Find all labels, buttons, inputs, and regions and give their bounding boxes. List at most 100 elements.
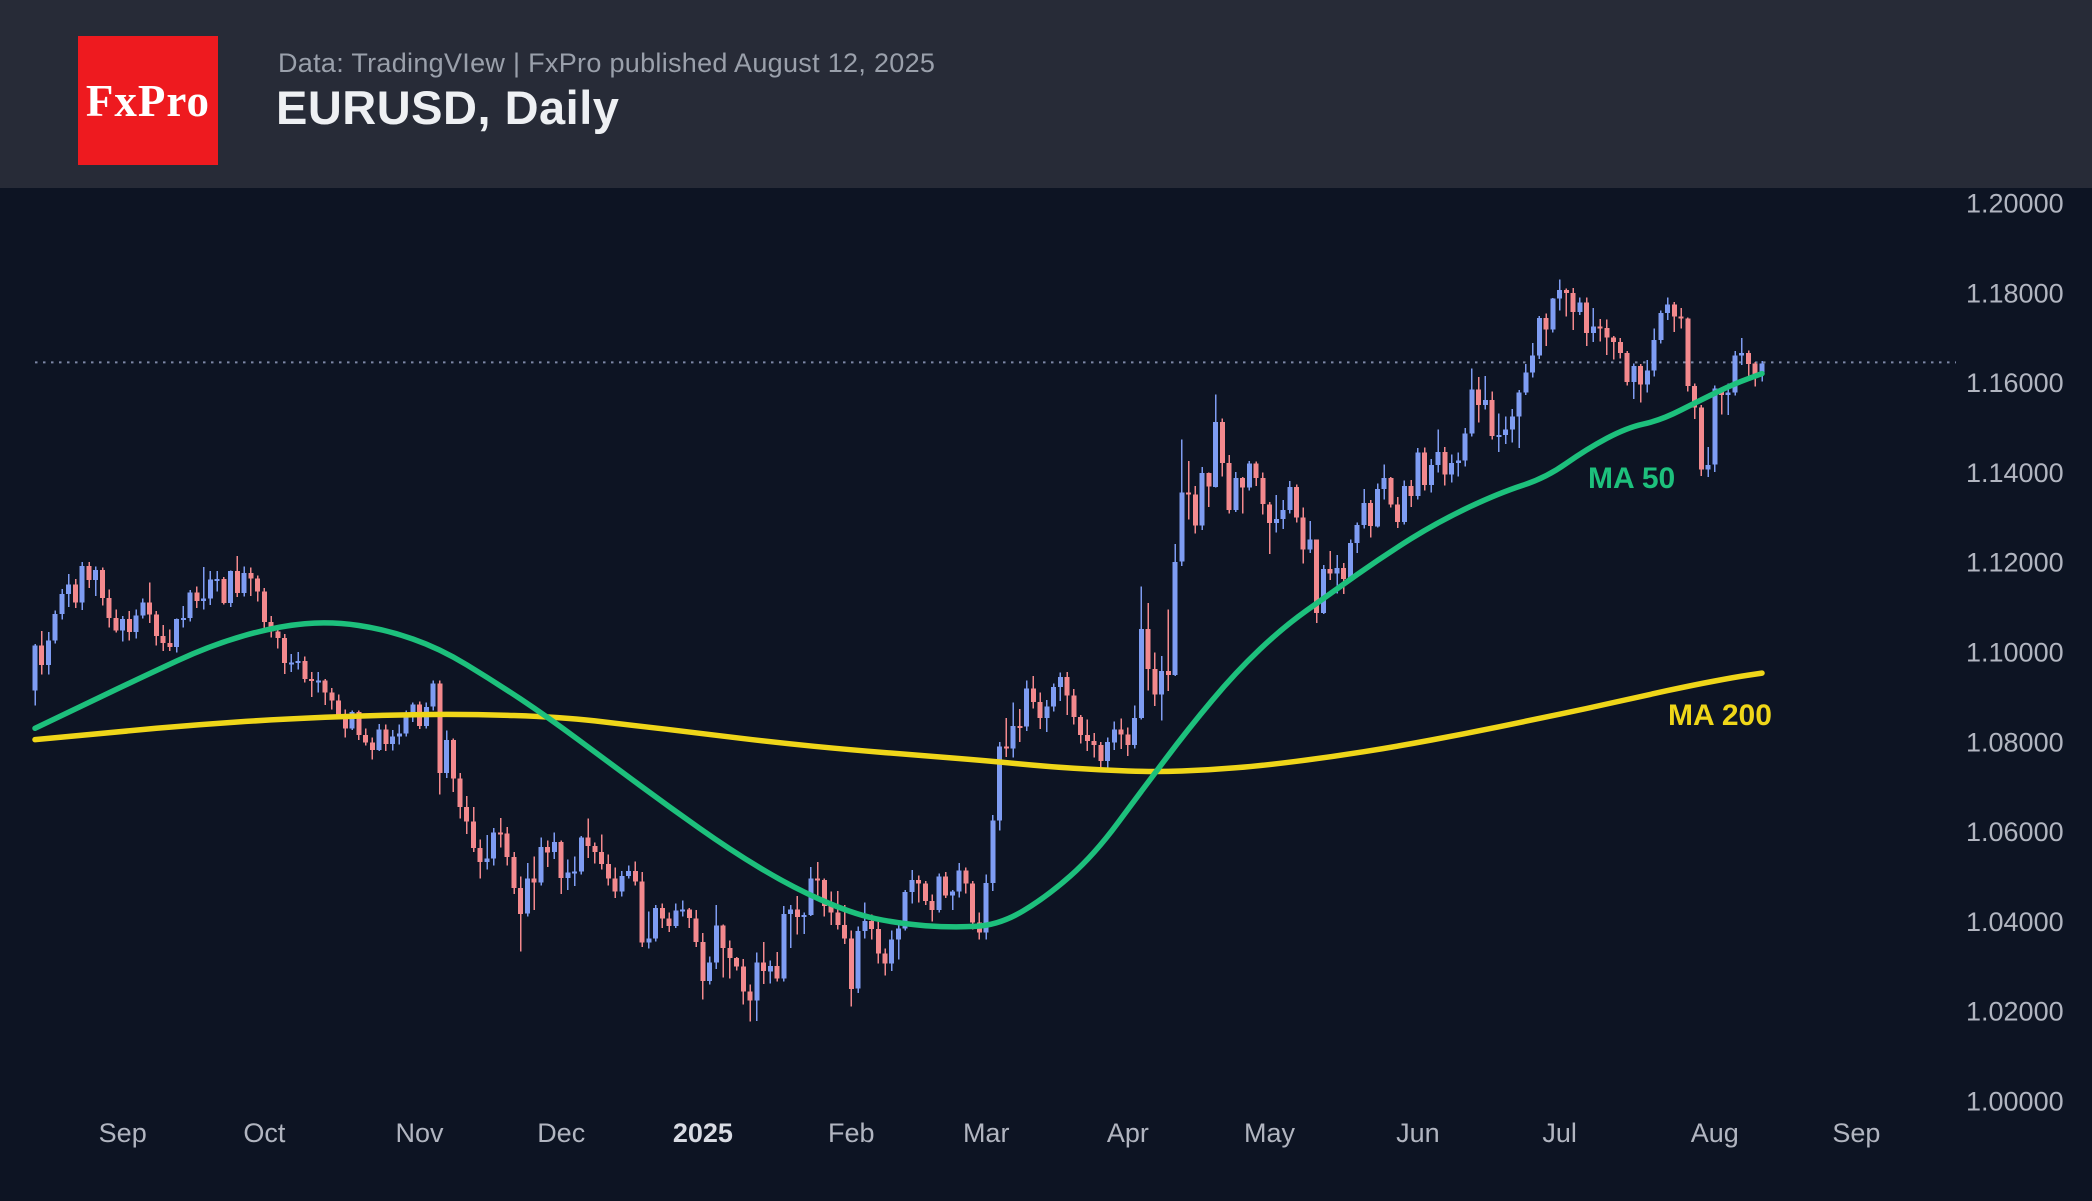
candle-up (46, 640, 51, 665)
candle-down (1030, 688, 1036, 702)
candle-up (1435, 452, 1441, 465)
candle-up (349, 712, 355, 729)
candle-up (1725, 392, 1731, 396)
candle-up (430, 683, 436, 707)
candle-up (1111, 729, 1117, 743)
candle-down (1098, 744, 1104, 762)
candle-up (1051, 687, 1057, 707)
candle-up (653, 907, 659, 939)
candle-up (396, 733, 402, 737)
candle-down (1186, 492, 1192, 495)
candle-down (1408, 485, 1414, 497)
candle-down (1678, 316, 1684, 319)
candle-up (93, 569, 99, 581)
candle-down (875, 929, 881, 954)
candle-up (572, 871, 578, 874)
candle-down (1570, 292, 1576, 313)
y-axis-label: 1.04000 (1966, 907, 2064, 937)
candle-down (153, 614, 159, 636)
x-axis-label: Dec (537, 1118, 585, 1148)
candle-up (133, 615, 139, 633)
candle-down (160, 635, 166, 643)
candle-down (1091, 740, 1097, 745)
candle-down (1692, 386, 1697, 408)
candle-up (315, 680, 321, 683)
candle-down (1300, 517, 1306, 550)
candle-down (727, 947, 733, 959)
candle-down (471, 821, 476, 849)
y-axis-label: 1.20000 (1966, 189, 2064, 219)
candle-down (1395, 504, 1401, 522)
candle-down (147, 602, 153, 615)
candle-up (1665, 304, 1670, 313)
candle-down (504, 833, 510, 858)
candle-up (1354, 524, 1360, 543)
candle-up (626, 871, 632, 876)
chart-area: MA 50 MA 200 1.20000 1.18000 1.16000 1.14000 1… (0, 188, 2092, 1196)
candle-up (1503, 429, 1509, 436)
candle-up (1577, 302, 1583, 313)
y-axis-label: 1.06000 (1966, 817, 2064, 847)
candle-down (1003, 746, 1009, 749)
candle-up (565, 872, 571, 878)
candle-up (788, 909, 794, 914)
candle-down (234, 571, 240, 593)
candle-down (1752, 363, 1758, 375)
candle-down (322, 680, 328, 693)
candle-up (1010, 726, 1016, 749)
candle-up (1496, 435, 1502, 438)
x-axis-label: 2025 (673, 1118, 733, 1148)
candle-up (889, 939, 895, 964)
candle-down (1145, 629, 1151, 670)
candle-down (1476, 389, 1482, 405)
y-axis-label: 1.00000 (1966, 1087, 2064, 1117)
x-axis-label: Jul (1542, 1118, 1577, 1148)
candle-up (1590, 326, 1596, 334)
ma50-label: MA 50 (1588, 462, 1675, 495)
candle-down (882, 953, 888, 964)
candle-down (1078, 717, 1084, 736)
candle-down (821, 880, 827, 907)
candle-up (1179, 492, 1185, 562)
fxpro-logo-text: FxPro (85, 75, 211, 126)
candle-up (1159, 670, 1165, 695)
candle-up (79, 565, 85, 603)
candle-up (1712, 388, 1718, 465)
candle-down (1685, 318, 1691, 387)
candle-up (713, 925, 719, 963)
candle-up (1172, 561, 1178, 675)
candle-down (336, 700, 342, 715)
candle-up (1132, 718, 1138, 745)
candle-up (1482, 400, 1488, 405)
candle-down (599, 851, 605, 864)
candle-down (437, 683, 443, 774)
candle-down (1206, 472, 1212, 487)
candle-down (943, 876, 949, 896)
candle-up (1536, 317, 1542, 356)
candle-up (207, 579, 213, 599)
candle-up (1428, 464, 1434, 485)
candle-up (410, 704, 416, 717)
candle-down (1253, 463, 1259, 479)
candle-up (1348, 542, 1353, 580)
page-title: EURUSD, Daily (276, 81, 620, 134)
candle-down (275, 631, 281, 638)
candle-up (936, 876, 942, 911)
candle-up (390, 736, 395, 744)
candle-up (1732, 355, 1738, 393)
candle-down (970, 883, 976, 923)
candle-up (680, 909, 686, 912)
candle-down (498, 832, 503, 835)
candle-down (1489, 400, 1495, 436)
candle-down (632, 871, 638, 882)
price-axis: 1.20000 1.18000 1.16000 1.14000 1.12000 1.100… (1966, 189, 2064, 1117)
candle-up (1381, 477, 1387, 489)
candle-down (1563, 290, 1569, 293)
candle-up (180, 617, 186, 620)
candle-down (1192, 494, 1198, 526)
candle-up (1523, 372, 1529, 393)
candle-up (1739, 353, 1745, 356)
candle-down (545, 846, 551, 853)
